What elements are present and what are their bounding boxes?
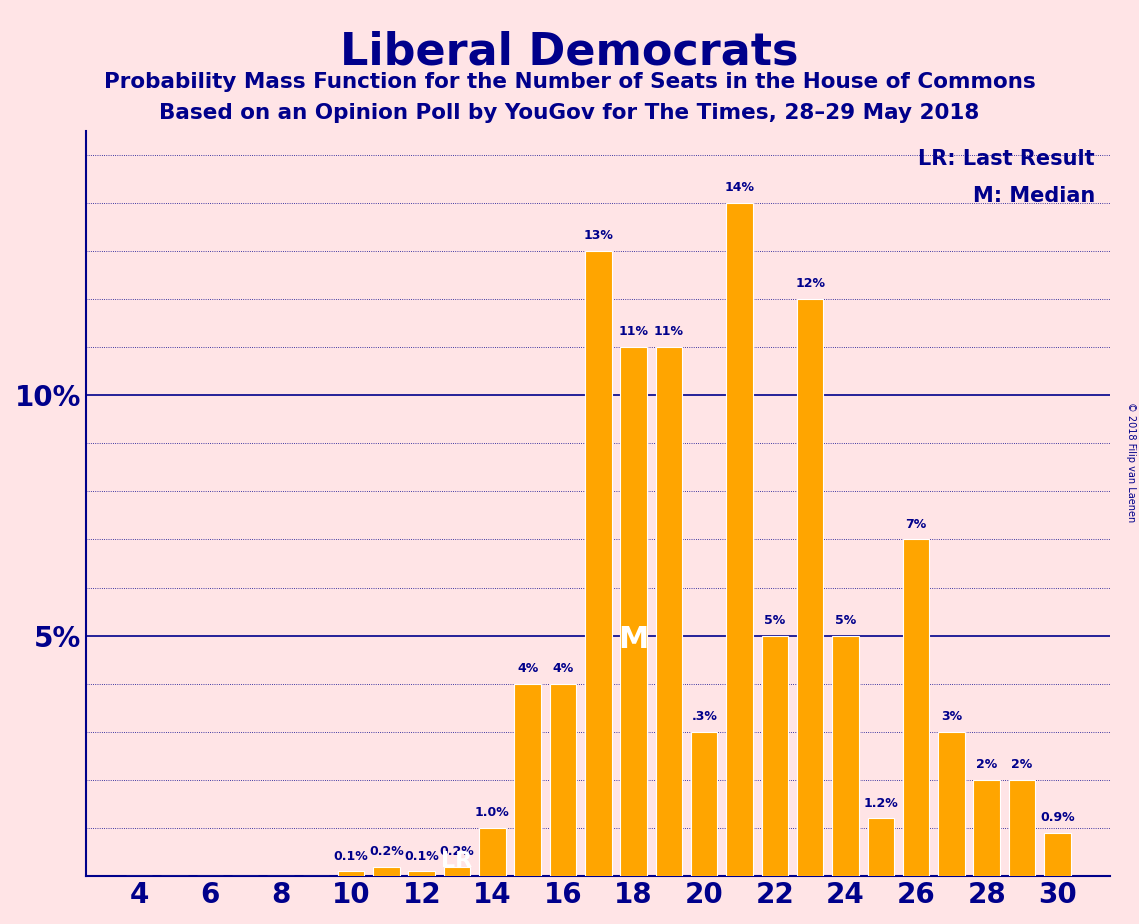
Text: 5%: 5%	[835, 614, 857, 627]
Text: 0.2%: 0.2%	[369, 845, 404, 857]
Bar	[374, 867, 400, 876]
Text: 12%: 12%	[795, 277, 825, 290]
Bar	[409, 871, 435, 876]
Text: 2%: 2%	[976, 759, 998, 772]
Text: 3%: 3%	[941, 711, 962, 723]
Text: Based on an Opinion Poll by YouGov for The Times, 28–29 May 2018: Based on an Opinion Poll by YouGov for T…	[159, 103, 980, 124]
Bar	[515, 684, 541, 876]
Text: 5%: 5%	[764, 614, 786, 627]
Bar	[939, 732, 965, 876]
Text: 1.0%: 1.0%	[475, 807, 510, 820]
Text: 7%: 7%	[906, 517, 927, 530]
Text: 11%: 11%	[654, 325, 683, 338]
Text: 0.1%: 0.1%	[404, 850, 440, 863]
Text: 0.2%: 0.2%	[440, 845, 475, 857]
Bar	[762, 636, 788, 876]
Bar	[974, 780, 1000, 876]
Text: M: Median: M: Median	[973, 187, 1095, 206]
Text: 14%: 14%	[724, 181, 754, 194]
Text: © 2018 Filip van Laenen: © 2018 Filip van Laenen	[1126, 402, 1136, 522]
Text: 11%: 11%	[618, 325, 648, 338]
Bar	[480, 828, 506, 876]
Text: .3%: .3%	[691, 711, 718, 723]
Bar	[727, 202, 753, 876]
Text: LR: Last Result: LR: Last Result	[918, 149, 1095, 169]
Bar	[797, 298, 823, 876]
Bar	[833, 636, 859, 876]
Bar	[621, 347, 647, 876]
Text: 2%: 2%	[1011, 759, 1033, 772]
Bar	[1044, 833, 1071, 876]
Bar	[444, 867, 470, 876]
Text: 13%: 13%	[583, 229, 613, 242]
Bar	[1009, 780, 1035, 876]
Text: 0.1%: 0.1%	[334, 850, 368, 863]
Text: 1.2%: 1.2%	[863, 796, 899, 809]
Text: 0.9%: 0.9%	[1040, 811, 1075, 824]
Text: M: M	[618, 625, 649, 654]
Bar	[550, 684, 576, 876]
Text: 4%: 4%	[552, 663, 574, 675]
Bar	[338, 871, 364, 876]
Text: Liberal Democrats: Liberal Democrats	[341, 30, 798, 74]
Bar	[868, 819, 894, 876]
Bar	[691, 732, 718, 876]
Text: 4%: 4%	[517, 663, 539, 675]
Bar	[585, 250, 612, 876]
Text: LR: LR	[442, 851, 473, 870]
Bar	[903, 540, 929, 876]
Bar	[656, 347, 682, 876]
Text: Probability Mass Function for the Number of Seats in the House of Commons: Probability Mass Function for the Number…	[104, 72, 1035, 92]
